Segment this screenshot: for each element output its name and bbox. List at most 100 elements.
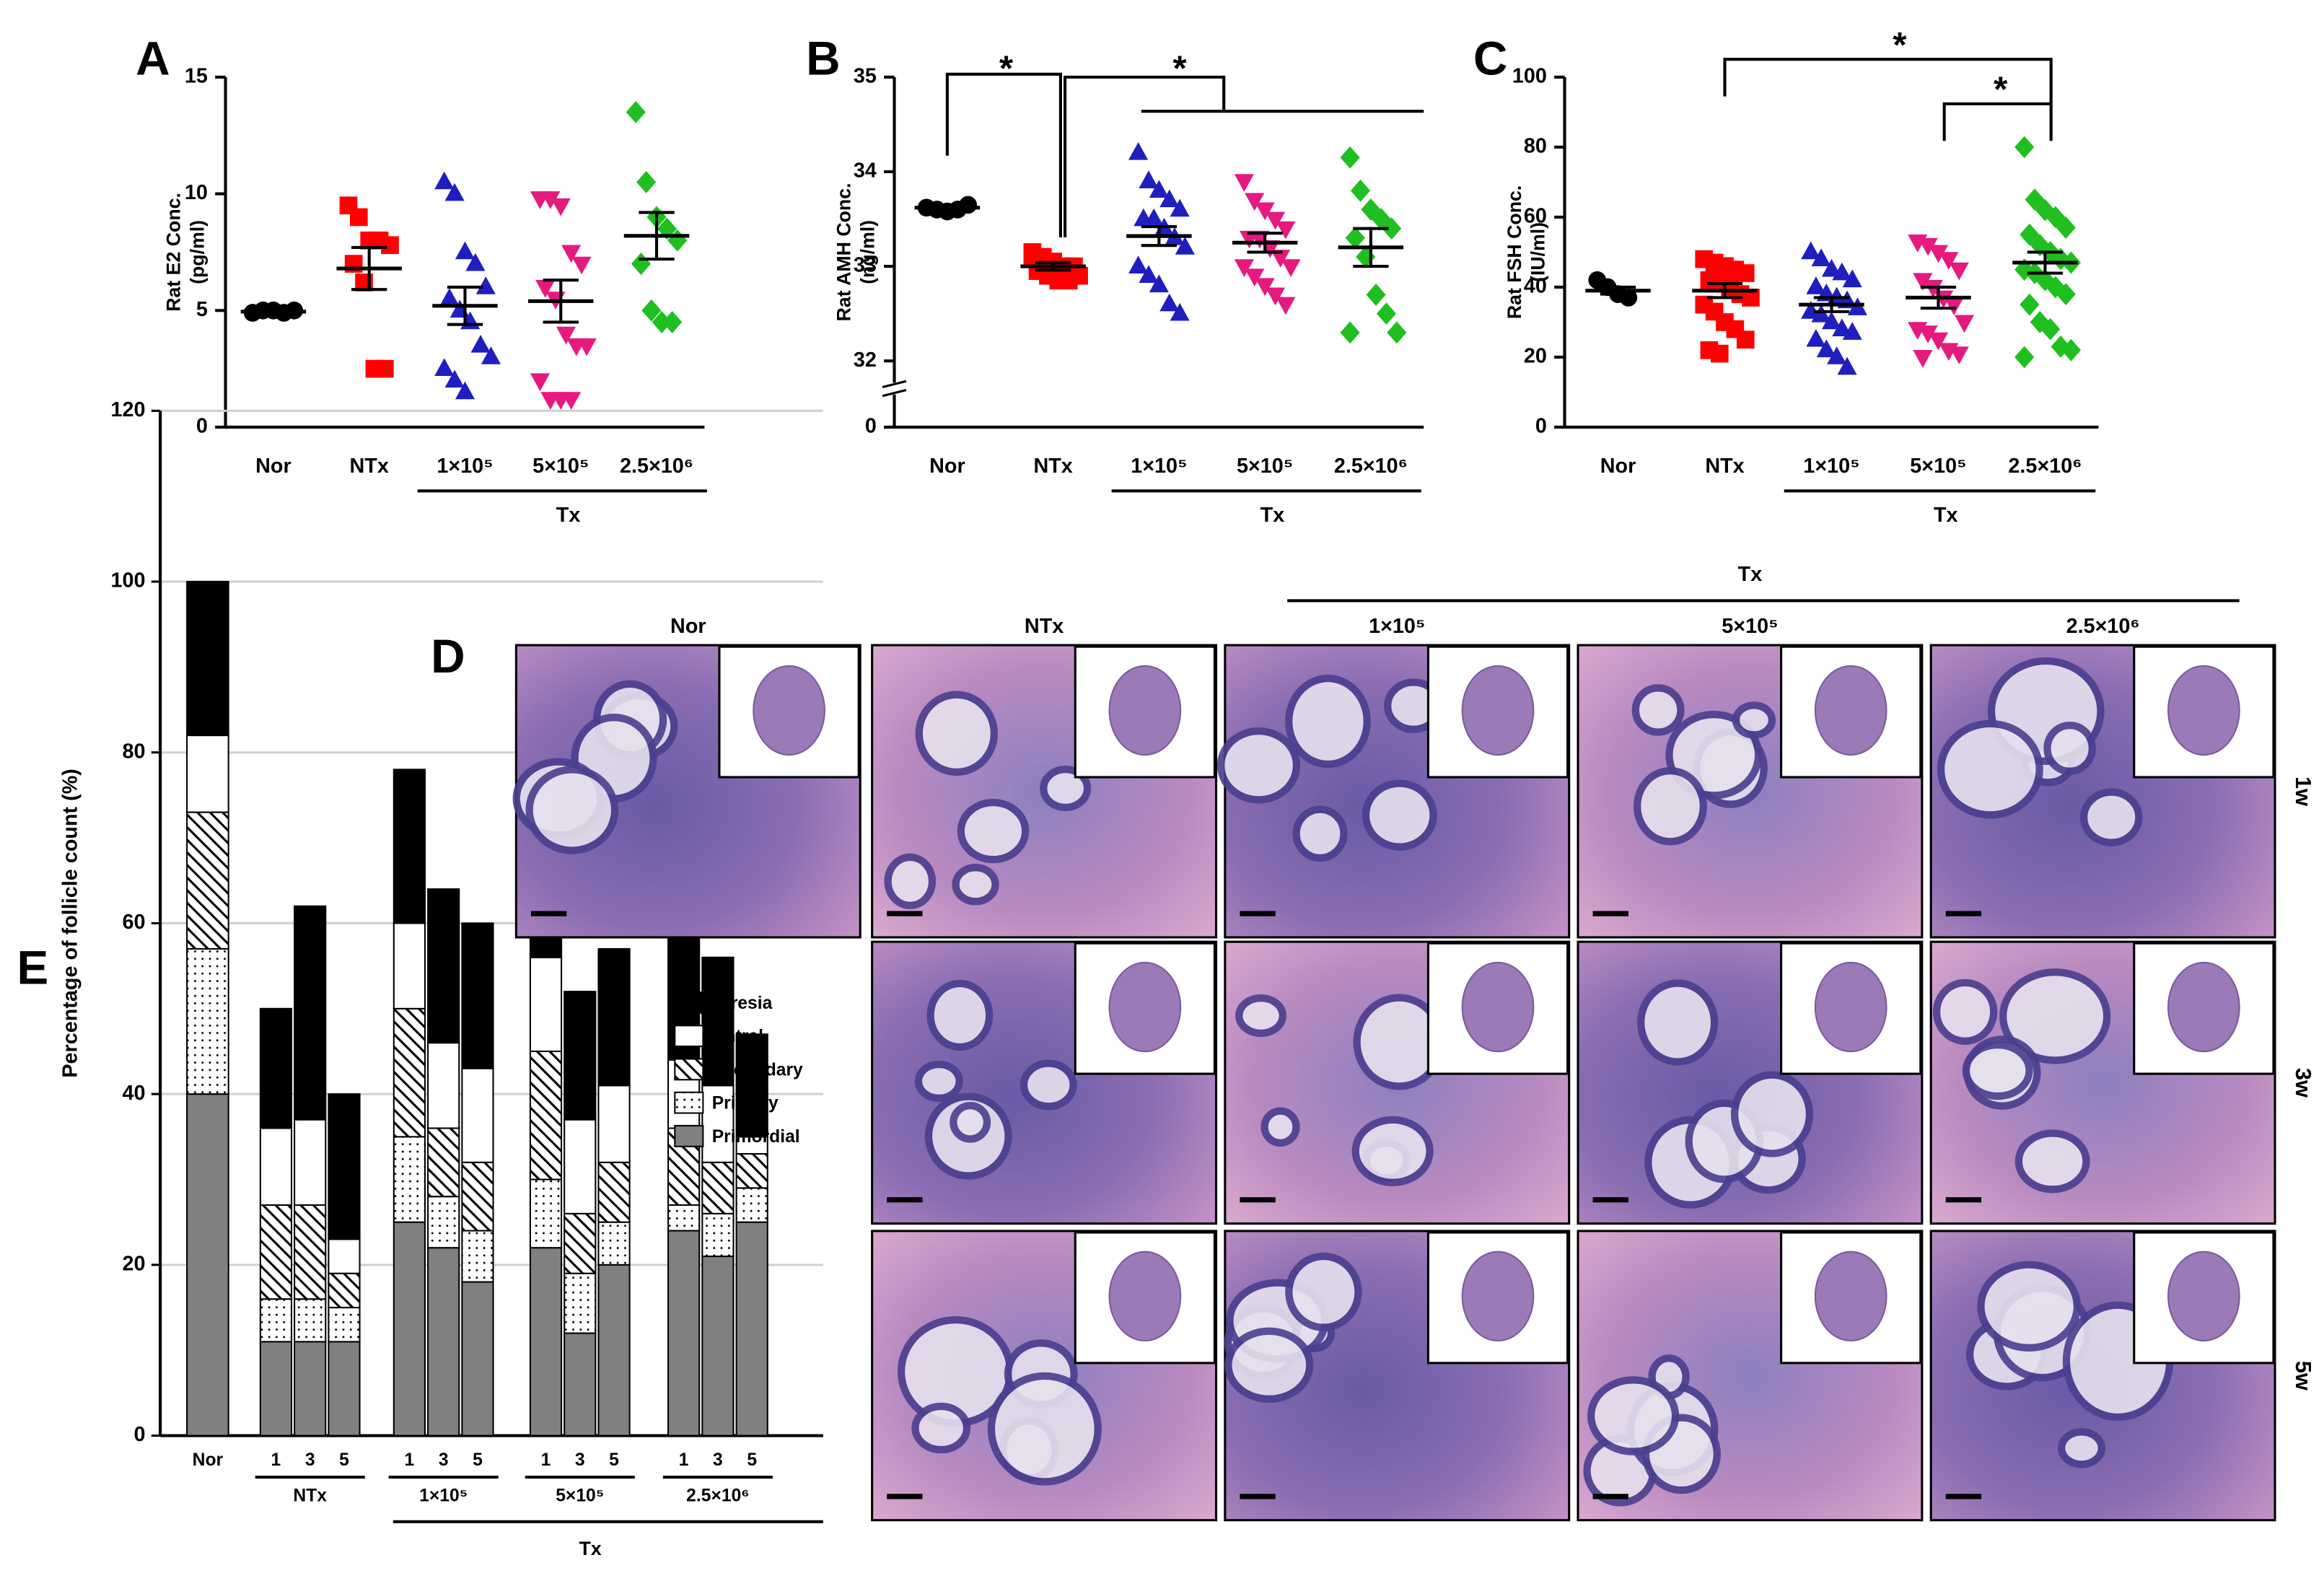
column-label: 2.5×10⁶: [2066, 615, 2140, 638]
y-axis-label: (IU/ml): [1527, 222, 1549, 282]
y-axis-label: (ng/ml): [857, 220, 879, 284]
data-point: [2014, 136, 2035, 159]
data-point: [2035, 198, 2056, 222]
data-point: [455, 241, 475, 260]
x-tick-label: 1: [679, 1450, 689, 1470]
follicle: [914, 1060, 963, 1103]
y-tick-label: 0: [865, 415, 877, 438]
inset-ovary: [1814, 665, 1887, 756]
data-point: [1070, 266, 1088, 285]
follicle: [1260, 1107, 1300, 1147]
bar-segment: [186, 735, 229, 813]
y-tick-label: 80: [123, 740, 146, 763]
data-point: [1149, 180, 1169, 198]
bar-segment: [597, 1161, 631, 1223]
data-point: [1832, 262, 1852, 281]
error-bar: [1247, 232, 1283, 254]
significance-label: *: [1893, 25, 1907, 65]
data-point: [551, 198, 571, 216]
bar-segment: [701, 1085, 735, 1163]
y-tick-label: 60: [1524, 204, 1547, 227]
bar-segment: [393, 768, 426, 924]
data-point: [434, 171, 455, 190]
bar-segment: [393, 922, 426, 1010]
bar-segment: [529, 1178, 563, 1249]
follicle: [1631, 684, 1685, 736]
follicle: [1633, 766, 1707, 846]
bar-segment: [393, 1221, 426, 1437]
data-point: [1918, 237, 1938, 256]
data-point: [1387, 321, 1407, 344]
bar-segment: [564, 1332, 597, 1437]
data-point: [641, 299, 662, 322]
panel-letter: E: [17, 941, 48, 994]
panel-letter: B: [806, 32, 841, 85]
follicle: [1292, 805, 1348, 862]
data-point: [439, 288, 460, 306]
data-point: [1281, 259, 1301, 277]
y-tick-label: 10: [185, 181, 208, 204]
x-tick-label: 2.5×10⁶: [620, 455, 693, 478]
bar-segment: [294, 1341, 327, 1437]
data-point: [1949, 346, 1969, 364]
data-point: [530, 373, 551, 392]
panel-letter: C: [1473, 32, 1508, 85]
data-point: [1913, 350, 1933, 368]
bar-segment: [259, 1204, 293, 1300]
data-point: [1811, 304, 1831, 323]
x-tick-label: 1: [271, 1450, 281, 1470]
error-bar: [639, 211, 675, 261]
y-axis-label: Rat FSH Conc.: [1504, 185, 1525, 319]
follicle: [950, 1102, 991, 1143]
y-tick-label: 100: [1512, 64, 1547, 87]
data-point: [1276, 221, 1296, 240]
bar-segment: [294, 905, 327, 1121]
data-point: [470, 334, 491, 353]
data-point: [1234, 174, 1254, 192]
x-tick-label: 3: [439, 1450, 449, 1470]
data-point: [1271, 250, 1291, 268]
follicle: [2014, 1129, 2090, 1194]
bar-segment: [186, 581, 229, 737]
x-tick-label: 2.5×10⁶: [2008, 455, 2082, 478]
follicle: [952, 864, 999, 906]
follicle: [911, 1402, 971, 1454]
y-tick-label: 120: [111, 398, 146, 421]
column-label: 5×10⁵: [1722, 615, 1778, 638]
data-point: [1128, 141, 1149, 160]
data-point: [2056, 216, 2076, 239]
bar-segment: [186, 811, 229, 950]
data-point: [1816, 339, 1836, 358]
bar-segment: [735, 1033, 768, 1138]
column-label: Nor: [670, 615, 706, 638]
significance-bracket: [1942, 102, 2051, 141]
follicle: [1040, 766, 1092, 812]
bar-segment: [735, 1221, 768, 1437]
x-tick-label: Nor: [255, 455, 291, 478]
data-point: [1827, 346, 1847, 364]
data-point: [1928, 245, 1949, 263]
follicle: [2079, 788, 2143, 846]
error-bar: [1920, 285, 1957, 310]
error-bar: [1035, 260, 1071, 272]
x-tick-label: 5: [473, 1450, 483, 1470]
data-point: [1832, 318, 1852, 336]
significance-bracket: [945, 72, 1062, 237]
data-point: [561, 392, 582, 410]
inset-ovary: [2167, 665, 2240, 756]
group-label: 5×10⁵: [556, 1486, 604, 1505]
follicle: [1730, 1071, 1814, 1157]
data-point: [1801, 301, 1821, 319]
y-tick-label: 32: [854, 349, 877, 372]
bar-segment: [186, 947, 229, 1095]
y-tick-label: 20: [1524, 345, 1547, 368]
y-tick-label: 0: [134, 1423, 146, 1446]
data-point: [1842, 269, 1862, 288]
bar-segment: [461, 1161, 494, 1232]
legend-label: Primordial: [712, 1127, 800, 1147]
inset-ovary: [1108, 961, 1182, 1053]
data-point: [1944, 297, 1964, 315]
data-point: [1175, 237, 1195, 255]
bar-segment: [564, 1212, 597, 1274]
